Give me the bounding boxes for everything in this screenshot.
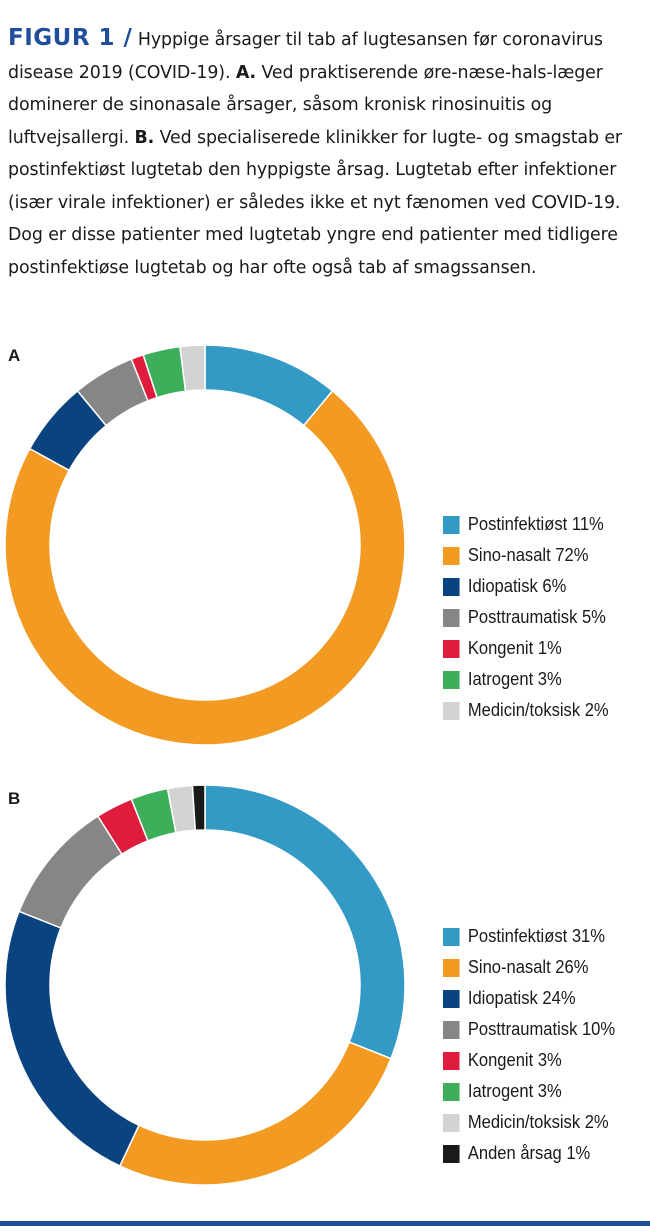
panel-b-label: B — [8, 789, 21, 808]
bottom-rule — [0, 1221, 650, 1226]
legend-item-a-sino-nasalt: Sino-nasalt 72% — [443, 540, 609, 571]
legend-swatch — [443, 927, 460, 946]
figure-caption: FIGUR 1 / Hyppige årsager til tab af lug… — [8, 22, 644, 284]
donut-chart-b — [4, 784, 406, 1186]
legend-label: Kongenit 3% — [467, 1050, 562, 1070]
legend-swatch — [443, 1020, 460, 1039]
legend-item-a-postinfektiost: Postinfektiøst 11% — [443, 509, 609, 540]
legend-label: Idiopatisk 6% — [467, 576, 567, 596]
legend-a: Postinfektiøst 11% Sino-nasalt 72% Idiopat… — [443, 509, 623, 726]
legend-swatch — [443, 1051, 460, 1070]
legend-label: Sino-nasalt 26% — [467, 957, 589, 977]
figure-label: FIGUR 1 / — [8, 25, 133, 51]
panel-a-label: A — [8, 346, 21, 365]
slice-a-medicin-toksisk — [179, 344, 206, 393]
slice-b-postinfektiost — [204, 784, 406, 1060]
legend-label: Idiopatisk 24% — [467, 988, 576, 1008]
caption-b-marker: B. — [134, 127, 155, 148]
legend-swatch — [443, 1082, 460, 1101]
legend-label: Medicin/toksisk 2% — [467, 1112, 609, 1132]
legend-label: Iatrogent 3% — [467, 669, 562, 689]
donut-chart-a — [4, 344, 406, 746]
legend-label: Posttraumatisk 10% — [467, 1019, 616, 1039]
legend-label: Kongenit 1% — [467, 638, 562, 658]
legend-label: Iatrogent 3% — [467, 1081, 562, 1101]
legend-item-b-sino-nasalt: Sino-nasalt 26% — [443, 952, 615, 983]
legend-label: Postinfektiøst 11% — [467, 514, 604, 534]
caption-text-3: Ved specialiserede klinikker for lugte- … — [8, 127, 622, 278]
slice-b-anden-arsag — [191, 784, 206, 832]
legend-swatch — [443, 670, 460, 689]
legend-label: Sino-nasalt 72% — [467, 545, 589, 565]
caption-text-1: Hyppige årsager til tab af lugtesansen f… — [8, 30, 603, 83]
legend-item-b-iatrogent: Iatrogent 3% — [443, 1076, 615, 1107]
legend-swatch — [443, 515, 460, 534]
legend-item-b-kongenit: Kongenit 3% — [443, 1045, 615, 1076]
legend-swatch — [443, 577, 460, 596]
caption-text-2: Ved praktiserende øre-næse-hals-læger do… — [8, 62, 603, 148]
legend-label: Postinfektiøst 31% — [467, 926, 605, 946]
legend-swatch — [443, 608, 460, 627]
legend-swatch — [443, 1113, 460, 1132]
legend-item-a-kongenit: Kongenit 1% — [443, 633, 609, 664]
slice-b-idiopatisk — [4, 910, 141, 1167]
caption-a-marker: A. — [235, 62, 257, 83]
legend-swatch — [443, 639, 460, 658]
legend-item-a-posttraumatisk: Posttraumatisk 5% — [443, 602, 609, 633]
legend-label: Anden årsag 1% — [467, 1143, 591, 1163]
slice-b-sino-nasalt — [118, 1041, 392, 1186]
legend-item-b-medicin-toksisk: Medicin/toksisk 2% — [443, 1107, 615, 1138]
legend-item-a-medicin-toksisk: Medicin/toksisk 2% — [443, 695, 609, 726]
legend-item-b-anden-arsag: Anden årsag 1% — [443, 1138, 615, 1169]
legend-swatch — [443, 1144, 460, 1163]
slice-b-posttraumatisk — [18, 815, 123, 929]
legend-b: Postinfektiøst 31% Sino-nasalt 26% Idiopat… — [443, 921, 630, 1169]
legend-label: Medicin/toksisk 2% — [467, 700, 609, 720]
legend-swatch — [443, 701, 460, 720]
slice-a-sino-nasalt — [4, 389, 406, 746]
legend-item-b-postinfektiost: Postinfektiøst 31% — [443, 921, 615, 952]
legend-item-a-idiopatisk: Idiopatisk 6% — [443, 571, 609, 602]
legend-item-a-iatrogent: Iatrogent 3% — [443, 664, 609, 695]
legend-label: Posttraumatisk 5% — [467, 607, 606, 627]
legend-item-b-posttraumatisk: Posttraumatisk 10% — [443, 1014, 615, 1045]
legend-swatch — [443, 989, 460, 1008]
legend-swatch — [443, 546, 460, 565]
legend-item-b-idiopatisk: Idiopatisk 24% — [443, 983, 615, 1014]
legend-swatch — [443, 958, 460, 977]
